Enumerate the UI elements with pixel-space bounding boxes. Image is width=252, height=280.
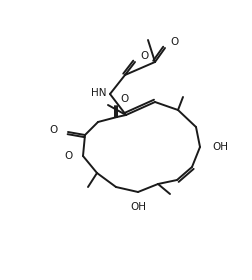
Text: OH: OH (212, 142, 228, 152)
Text: O: O (65, 151, 73, 161)
Text: O: O (50, 125, 58, 135)
Text: OH: OH (130, 202, 146, 212)
Text: O: O (170, 37, 178, 47)
Text: HN: HN (91, 88, 107, 98)
Text: O: O (140, 51, 148, 61)
Text: O: O (120, 94, 128, 104)
